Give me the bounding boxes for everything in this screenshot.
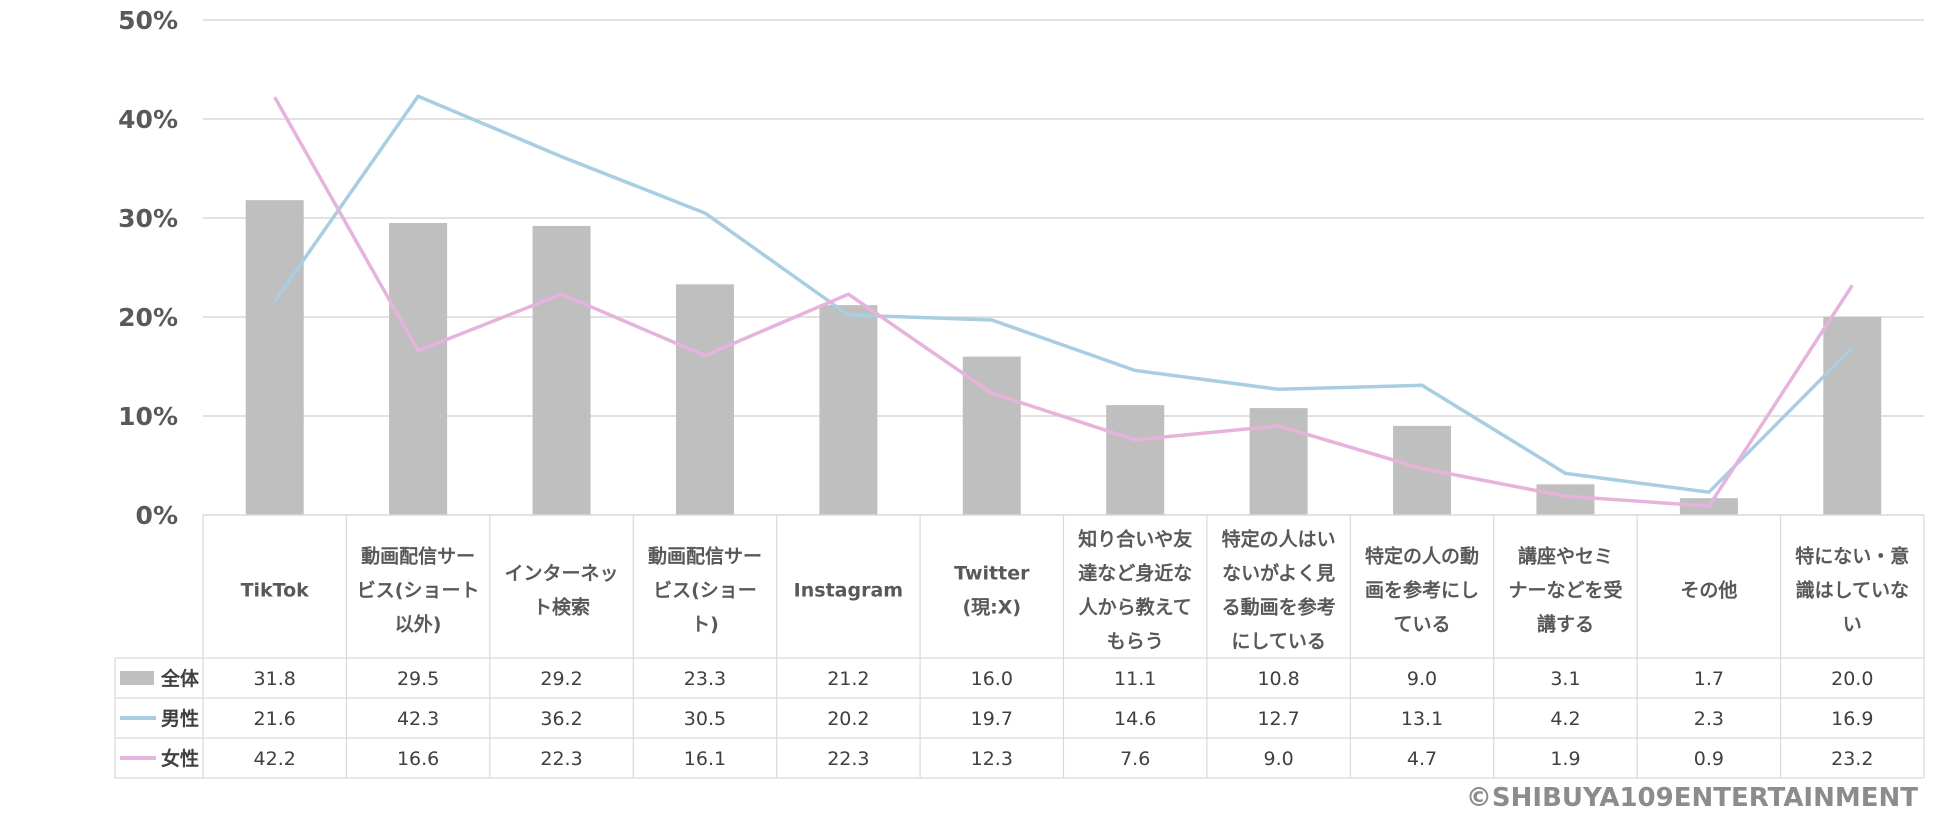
data-label: 10.8 (1257, 668, 1299, 690)
category-label: 講座やセミ (1518, 545, 1613, 568)
y-tick-label: 50% (118, 6, 178, 35)
series-line (273, 96, 1854, 508)
data-label: 22.3 (827, 748, 869, 770)
bar (245, 200, 304, 515)
category-label: ト検索 (533, 596, 590, 619)
category-label: 識はしていな (1796, 579, 1909, 602)
data-label: 29.2 (540, 668, 582, 690)
category-label: (現:X) (962, 597, 1021, 619)
category-label: 知り合いや友 (1078, 528, 1192, 551)
category-label: ビス(ショー (653, 580, 757, 602)
legend-key-bar (120, 671, 154, 685)
data-label: 21.2 (827, 668, 869, 690)
category-label: 特定の人の動 (1365, 545, 1479, 568)
data-label: 7.6 (1120, 748, 1150, 770)
legend-label: 女性 (161, 747, 199, 770)
category-label: TikTok (241, 580, 310, 602)
data-label: 1.7 (1694, 668, 1724, 690)
bar (819, 305, 878, 515)
copyright-text: ©SHIBUYA109ENTERTAINMENT (1465, 783, 1918, 813)
data-label: 29.5 (397, 668, 439, 690)
category-label: インターネッ (505, 563, 619, 585)
data-label: 23.3 (684, 668, 726, 690)
data-label: 3.1 (1550, 668, 1580, 690)
data-label: 22.3 (540, 748, 582, 770)
data-label: 12.3 (971, 748, 1013, 770)
bar (1393, 425, 1452, 515)
bar (1536, 484, 1595, 515)
y-tick-label: 40% (118, 105, 178, 134)
category-label: その他 (1680, 579, 1737, 602)
data-label: 1.9 (1550, 748, 1580, 770)
category-label: 達など身近な (1078, 562, 1192, 585)
bar (1249, 408, 1308, 515)
category-label: ナーなどを受 (1508, 579, 1622, 602)
category-label: もらう (1107, 631, 1164, 653)
data-label: 31.8 (254, 668, 296, 690)
category-label: い (1843, 614, 1862, 636)
data-label: 19.7 (971, 708, 1013, 730)
data-label: 16.6 (397, 748, 439, 770)
bar (1823, 317, 1882, 515)
data-label: 2.3 (1694, 708, 1724, 730)
bar (675, 284, 734, 515)
category-label: 人から教えて (1079, 596, 1192, 619)
data-label: 14.6 (1114, 708, 1156, 730)
legend-label: 男性 (161, 707, 199, 730)
category-label: にしている (1231, 631, 1325, 653)
data-label: 4.2 (1550, 708, 1580, 730)
data-label: 11.1 (1114, 668, 1156, 690)
y-tick-label: 30% (118, 204, 178, 233)
category-label: Twitter (954, 563, 1030, 585)
data-label: 0.9 (1694, 748, 1724, 770)
data-label: 20.0 (1831, 668, 1873, 690)
data-label: 30.5 (684, 708, 726, 730)
data-label: 9.0 (1407, 668, 1437, 690)
bar (389, 222, 448, 515)
data-label: 23.2 (1831, 748, 1873, 770)
category-label: 以外) (395, 613, 442, 636)
category-label: Instagram (794, 580, 903, 602)
data-label: 12.7 (1257, 708, 1299, 730)
y-tick-label: 10% (118, 402, 178, 431)
category-label: る動画を参考 (1222, 596, 1336, 619)
category-label: 特定の人はい (1222, 528, 1336, 551)
data-label: 16.1 (684, 748, 726, 770)
category-label: ている (1394, 614, 1451, 636)
category-label: 動画配信サー (361, 545, 475, 568)
bar (532, 225, 591, 516)
category-label: 特にない・意 (1795, 545, 1909, 568)
category-label: ないがよく見 (1222, 562, 1335, 585)
bar (962, 356, 1021, 515)
data-label: 42.2 (254, 748, 296, 770)
data-label: 13.1 (1401, 708, 1443, 730)
data-label: 16.0 (971, 668, 1013, 690)
data-label: 16.9 (1831, 708, 1873, 730)
category-label: 動画配信サー (648, 545, 762, 568)
data-label: 36.2 (540, 708, 582, 730)
category-label: ビス(ショート (357, 580, 480, 602)
legend-label: 全体 (160, 667, 200, 690)
data-label: 20.2 (827, 708, 869, 730)
category-label: 画を参考にし (1365, 579, 1479, 602)
data-label: 21.6 (254, 708, 296, 730)
data-label: 4.7 (1407, 748, 1437, 770)
series-line (273, 94, 1854, 494)
y-tick-label: 0% (136, 501, 178, 530)
bar (1106, 405, 1165, 515)
category-label: ト) (691, 614, 719, 636)
data-label: 9.0 (1264, 748, 1294, 770)
data-label: 42.3 (397, 708, 439, 730)
y-tick-label: 20% (118, 303, 178, 332)
category-label: 講する (1537, 613, 1594, 636)
